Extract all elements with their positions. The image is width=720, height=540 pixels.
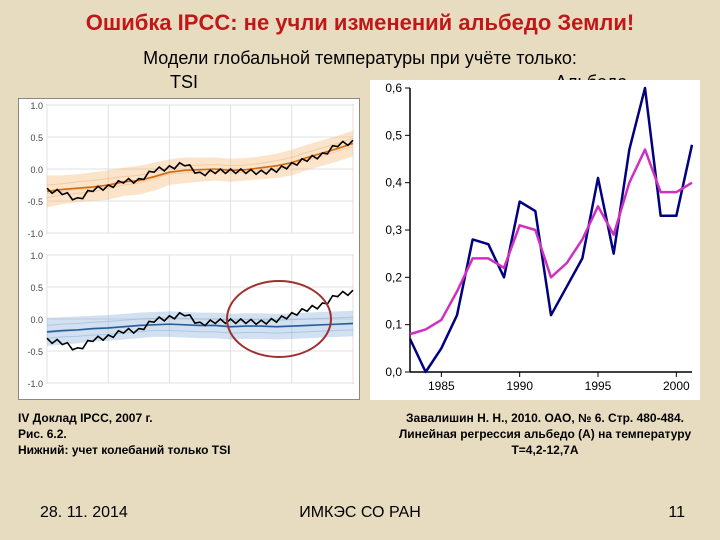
right-chart-svg: 0,0 0,1 0,2 0,3 0,4 0,5 0,6 1985 1990 1995 2000 [370,80,700,400]
svg-text:1995: 1995 [585,379,612,393]
page-subtitle: Модели глобальной температуры при учёте … [0,48,720,69]
svg-text:-1.0: -1.0 [27,379,43,389]
svg-text:0,0: 0,0 [385,365,402,379]
caption-left-l2: Рис. 6.2. [18,426,230,442]
page-title: Ошибка IPCC: не учли изменений альбедо З… [0,10,720,36]
svg-text:0,4: 0,4 [385,176,402,190]
svg-text:0,3: 0,3 [385,223,402,237]
caption-left-l1: IV Доклад IPCC, 2007 г. [18,410,230,426]
svg-text:0,6: 0,6 [385,81,402,95]
svg-text:0.0: 0.0 [30,315,43,325]
footer-center: ИМКЭС СО РАН [0,504,720,522]
svg-text:0,1: 0,1 [385,318,402,332]
left-chart-svg: -1.0 -0.5 0.0 0.5 1.0 -1.0 -0.5 0.0 0.5 1.0 [19,99,359,399]
svg-text:0.5: 0.5 [30,283,43,293]
column-label-tsi: TSI [170,72,198,93]
caption-right-l2: Линейная регрессия альбедо (А) на темпер… [395,426,695,442]
svg-text:0.5: 0.5 [30,133,43,143]
svg-text:-0.5: -0.5 [27,347,43,357]
svg-text:0,5: 0,5 [385,128,402,142]
svg-text:1.0: 1.0 [30,251,43,261]
caption-right: Завалишин Н. Н., 2010. ОАО, № 6. Стр. 48… [395,410,695,459]
svg-text:0.0: 0.0 [30,165,43,175]
caption-right-l1: Завалишин Н. Н., 2010. ОАО, № 6. Стр. 48… [395,410,695,426]
caption-left: IV Доклад IPCC, 2007 г. Рис. 6.2. Нижний… [18,410,230,459]
svg-text:1990: 1990 [506,379,533,393]
caption-left-l3: Нижний: учет колебаний только TSI [18,442,230,458]
footer-page-number: 11 [668,504,685,522]
svg-text:2000: 2000 [663,379,690,393]
right-chart-panel: 0,0 0,1 0,2 0,3 0,4 0,5 0,6 1985 1990 1995 2000 [370,80,700,400]
caption-right-l3: T=4,2-12,7A [395,442,695,458]
svg-text:0,2: 0,2 [385,270,402,284]
svg-text:1985: 1985 [428,379,455,393]
svg-text:1.0: 1.0 [30,101,43,111]
svg-text:-0.5: -0.5 [27,197,43,207]
left-chart-panel: -1.0 -0.5 0.0 0.5 1.0 -1.0 -0.5 0.0 0.5 1.0 [18,98,360,400]
svg-text:-1.0: -1.0 [27,229,43,239]
